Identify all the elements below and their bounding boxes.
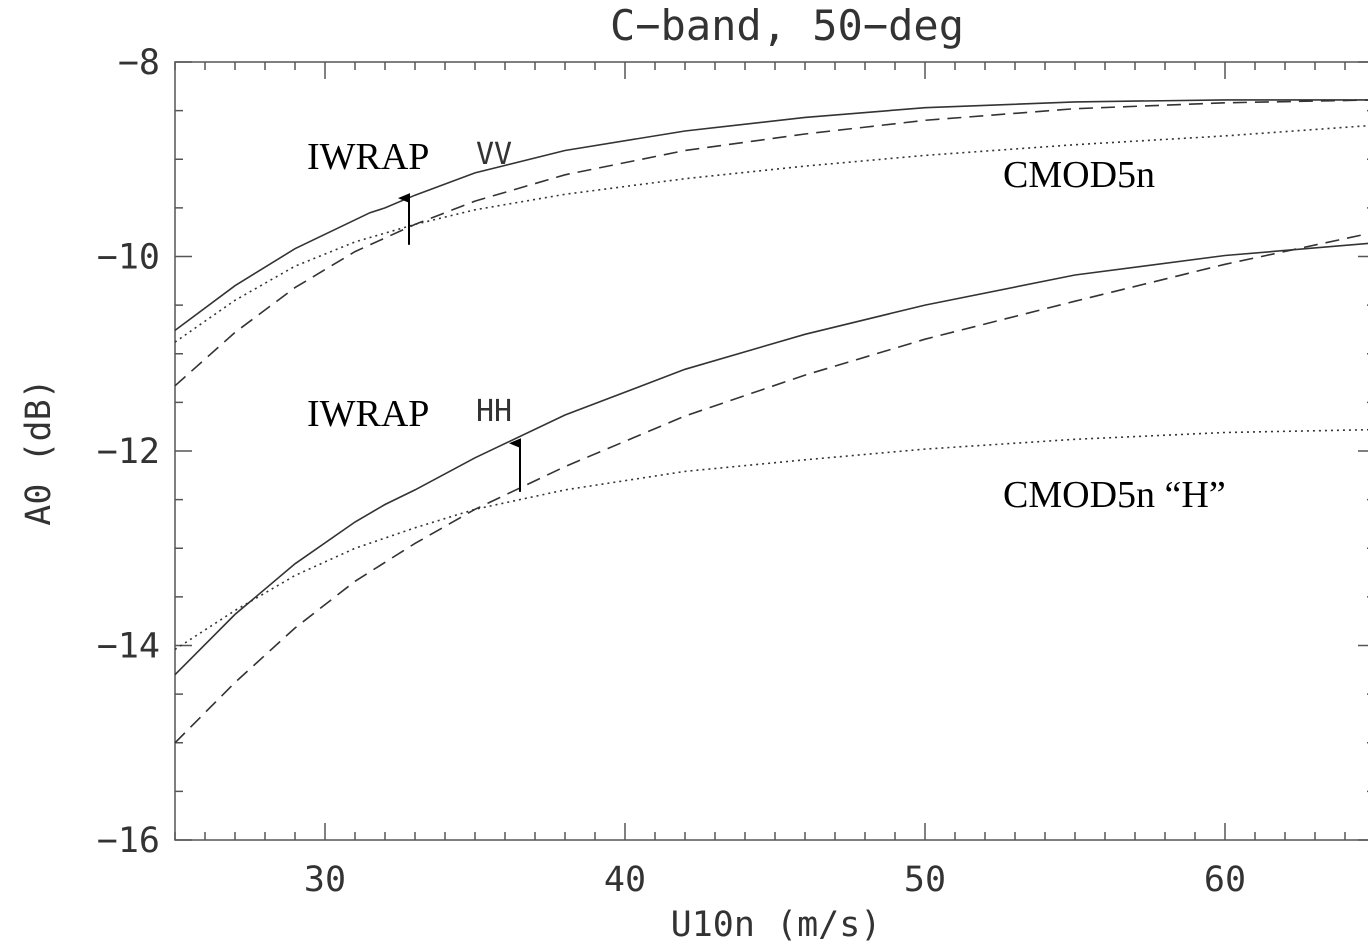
iwrap-vv-label: IWRAP: [307, 136, 429, 178]
x-tick-label: 30: [304, 860, 346, 900]
series-hh-solid: [174, 242, 1368, 676]
series-hh-dotted: [174, 428, 1368, 651]
x-tick-labels: 30 40 50 60: [304, 860, 1246, 900]
x-tick-label: 60: [1204, 860, 1246, 900]
y-tick-label: −16: [97, 821, 160, 861]
series-hh-dashed: [174, 232, 1368, 744]
series-vv-dashed: [174, 99, 1368, 387]
cmod5n-h-label: CMOD5n “H”: [1003, 474, 1226, 516]
y-tick-label: −12: [97, 432, 160, 472]
series-vv-solid: [174, 99, 1368, 332]
annotation-arrows: [398, 193, 521, 492]
axis-ticks: [174, 61, 1368, 841]
series-lines: [174, 99, 1368, 744]
y-tick-labels: −16 −14 −12 −10 −8: [97, 43, 160, 861]
y-tick-label: −8: [118, 43, 160, 83]
y-tick-label: −14: [97, 627, 160, 667]
x-axis-label: U10n (m/s): [671, 905, 882, 945]
x-tick-label: 40: [604, 860, 646, 900]
cmod5n-label: CMOD5n: [1003, 154, 1155, 196]
hh-label: HH: [476, 394, 512, 429]
iwrap-hh-label: IWRAP: [307, 393, 429, 435]
x-tick-label: 50: [904, 860, 946, 900]
y-tick-label: −10: [97, 238, 160, 278]
chart-title: C−band, 50−deg: [610, 1, 964, 50]
vv-label: VV: [476, 137, 512, 172]
y-axis-label: A0 (dB): [19, 378, 59, 526]
plot-frame: [174, 61, 1368, 841]
